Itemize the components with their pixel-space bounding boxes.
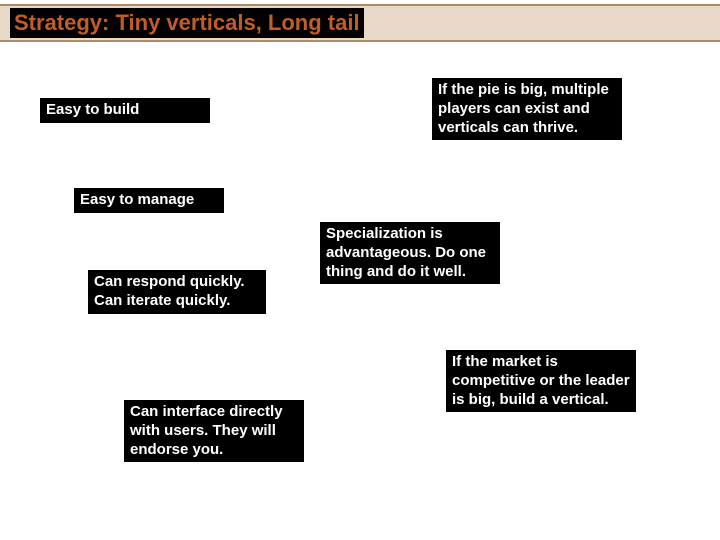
box-easy-manage: Easy to manage [74,188,224,213]
title-strip: Strategy: Tiny verticals, Long tail [0,4,720,42]
box-pie-big-text: If the pie is big, multiple players can … [438,81,609,136]
box-interface: Can interface directly with users. They … [124,400,304,462]
box-respond-text: Can respond quickly. Can iterate quickly… [94,273,245,309]
box-specialization: Specialization is advantageous. Do one t… [320,222,500,284]
box-easy-manage-text: Easy to manage [80,191,194,208]
box-easy-build: Easy to build [40,98,210,123]
box-interface-text: Can interface directly with users. They … [130,403,283,458]
box-competitive-text: If the market is competitive or the lead… [452,353,630,408]
box-easy-build-text: Easy to build [46,101,139,118]
slide-title: Strategy: Tiny verticals, Long tail [10,8,364,38]
box-competitive: If the market is competitive or the lead… [446,350,636,412]
box-specialization-text: Specialization is advantageous. Do one t… [326,225,486,280]
box-respond: Can respond quickly. Can iterate quickly… [88,270,266,314]
box-pie-big: If the pie is big, multiple players can … [432,78,622,140]
